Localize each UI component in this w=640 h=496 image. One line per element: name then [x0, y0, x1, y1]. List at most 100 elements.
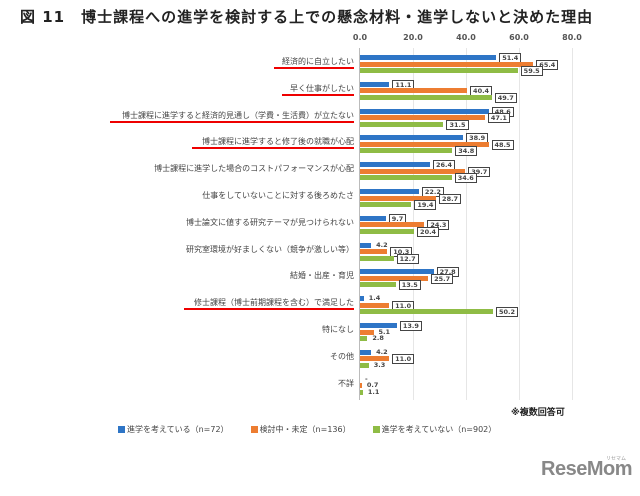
bar	[360, 383, 362, 389]
bar	[360, 168, 466, 174]
legend-label: 進学を考えている（n=72）	[127, 425, 229, 434]
bar	[360, 195, 437, 201]
data-label: 65.4	[536, 59, 559, 70]
bar	[360, 356, 390, 362]
bar	[360, 115, 485, 121]
bar	[360, 362, 369, 368]
category-label: 研究室環境が好ましくない（競争が激しい等）	[186, 244, 354, 254]
data-label: 39.7	[468, 166, 491, 177]
data-label: 25.7	[431, 273, 454, 284]
data-label: 1.1	[367, 387, 380, 396]
bar	[360, 309, 494, 315]
data-label: 19.4	[414, 200, 437, 210]
data-label: 11.0	[392, 354, 415, 365]
bar	[360, 141, 489, 147]
gridline	[466, 48, 467, 400]
bar	[360, 282, 396, 288]
data-label: 34.8	[455, 146, 478, 157]
bar	[360, 228, 415, 234]
category-label: その他	[330, 351, 354, 361]
data-label: 50.2	[496, 307, 519, 318]
bar	[360, 255, 394, 261]
bar	[360, 389, 363, 395]
legend-label: 進学を考えていない（n=902）	[381, 425, 497, 434]
bar	[360, 242, 372, 248]
data-label: 34.6	[454, 173, 477, 184]
highlight-underline	[274, 67, 354, 69]
legend: 進学を考えている（n=72） 検討中・未定（n=136） 進学を考えていない（n…	[118, 424, 496, 435]
category-label: 特になし	[322, 325, 354, 334]
data-label: 4.2	[376, 347, 388, 356]
legend-swatch-blue	[118, 426, 125, 433]
category-label: 博士論文に値する研究テーマが見つけられない	[186, 217, 354, 227]
legend-swatch-green	[372, 426, 380, 433]
data-label: 5.1	[378, 327, 391, 336]
legend-label: 検討中・未定（n=136）	[259, 425, 351, 434]
category-label: 博士課程に進学すると修了後の就職が心配	[202, 137, 354, 147]
bar	[360, 189, 419, 194]
data-label: 4.2	[376, 240, 388, 249]
x-axis-tick: 80.0	[562, 33, 582, 42]
bar	[360, 162, 430, 168]
x-axis-tick: 40.0	[456, 33, 476, 42]
bar-chart: 0.0 20.0 40.0 60.0 80.0 経済的に自立したい 51.4 65.4 59.5…	[110, 33, 582, 400]
category-label: 経済的に自立したい	[282, 57, 354, 66]
data-label: -	[365, 374, 368, 383]
highlight-underline	[192, 147, 354, 150]
legend-item-considering: 進学を考えている（n=72）	[118, 424, 229, 435]
bar	[360, 329, 374, 335]
highlight-underline	[110, 120, 354, 123]
data-label: 13.5	[398, 280, 421, 291]
legend-item-not-considering: 進学を考えていない（n=902）	[372, 424, 497, 435]
category-label: 仕事をしていないことに対する後ろめたさ	[202, 191, 354, 200]
data-label: 20.4	[417, 226, 440, 237]
bar	[360, 121, 444, 127]
bar	[360, 175, 452, 181]
data-label: 3.3	[373, 360, 386, 369]
category-label: 修士課程（博士前期課程を含む）で満足した	[194, 298, 354, 308]
legend-swatch-orange	[250, 426, 258, 433]
bar	[360, 269, 434, 275]
data-label: 0.7	[366, 381, 379, 390]
data-label: 28.7	[439, 193, 462, 204]
bar	[360, 302, 390, 308]
bar	[360, 55, 497, 60]
bar	[360, 275, 429, 281]
category-label: 不詳	[338, 378, 354, 388]
bar	[360, 81, 390, 87]
bar	[360, 249, 388, 255]
x-axis-tick: 0.0	[352, 33, 368, 42]
bar	[360, 202, 412, 207]
bar	[360, 108, 489, 114]
gridline	[572, 48, 573, 400]
legend-item-undecided: 検討中・未定（n=136）	[250, 424, 351, 435]
bar	[360, 222, 425, 228]
bar	[360, 296, 364, 302]
data-label: 12.7	[396, 253, 419, 264]
x-axis-tick: 60.0	[509, 33, 529, 42]
data-label: 49.7	[494, 92, 517, 103]
bar	[360, 336, 368, 341]
data-label: 13.9	[399, 321, 422, 331]
logo-subtext: リセマム	[605, 456, 626, 462]
bar	[360, 68, 518, 73]
bar	[360, 148, 453, 154]
data-label: 31.5	[446, 119, 469, 130]
category-label: 早く仕事がしたい	[290, 83, 354, 93]
data-label: 59.5	[520, 66, 543, 76]
highlight-underline	[184, 308, 354, 311]
data-label: 48.5	[491, 139, 514, 150]
data-label: 1.4	[368, 294, 381, 303]
bar	[360, 88, 468, 94]
category-label: 博士課程に進学した場合のコストパフォーマンスが心配	[154, 164, 354, 174]
bar	[360, 61, 534, 67]
bar	[360, 323, 397, 328]
multiple-answer-note: ※複数回答可	[511, 408, 565, 418]
category-label: 結婚・出産・育児	[290, 271, 354, 281]
figure-title: 図 11 博士課程への進学を検討する上での懸念材料・進学しないと決めた理由	[20, 8, 594, 26]
highlight-underline	[282, 93, 354, 96]
category-label: 博士課程に進学すると経済的見通し（学費・生活費）が立たない	[122, 110, 354, 120]
bar	[360, 94, 492, 100]
bar	[360, 215, 386, 221]
resemom-logo: ReseMom	[541, 458, 632, 480]
